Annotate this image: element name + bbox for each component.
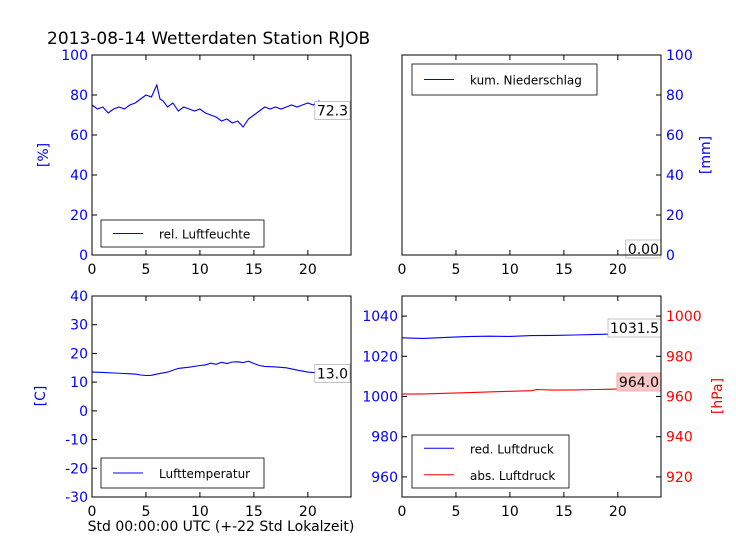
panel-bottom-left: Lufttemperatur 13.0 0 5 10 15 20 -30 -20 -10 0 10 20… — [33, 289, 352, 520]
precip-xtick-label: 0 — [398, 262, 407, 278]
legend-label: rel. Luftfeuchte — [159, 228, 250, 242]
temp-xtick-label: 15 — [245, 504, 263, 520]
precip-ytick-label: 80 — [666, 88, 684, 104]
y-axis-label: [C] — [33, 386, 49, 407]
precip-xtick-label: 20 — [609, 262, 627, 278]
temp-xtick-label: 5 — [141, 504, 150, 520]
precip-ytick-label: 100 — [666, 48, 693, 64]
pressure-left-ytick-label: 960 — [371, 470, 398, 486]
temp-ytick-label: 40 — [70, 289, 88, 305]
temp-ytick-label: 0 — [79, 404, 88, 420]
value-annotation: 72.3 — [317, 103, 348, 119]
humidity-xtick-label: 10 — [191, 262, 209, 278]
humidity-xtick-label: 0 — [88, 262, 97, 278]
humidity-xtick-label: 20 — [299, 262, 317, 278]
pressure-right-ytick-label: 920 — [666, 470, 693, 486]
pressure-right-ytick-label: 960 — [666, 390, 693, 406]
series-line-0 — [91, 83, 352, 128]
pressure-xtick-label: 10 — [501, 504, 519, 520]
pressure-right-ytick-label: 980 — [666, 349, 693, 365]
humidity-xtick-label: 15 — [245, 262, 263, 278]
temp-ytick-label: -30 — [65, 490, 88, 506]
precip-ytick-label: 60 — [666, 128, 684, 144]
legend-box — [411, 434, 570, 489]
y-axis-label: [%] — [36, 143, 52, 167]
panel-top-right: kum. Niederschlag 0.00 0 5 10 15 20 0 20 40 60 80 10… — [398, 48, 714, 278]
precip-xtick-label: 15 — [555, 262, 573, 278]
precip-xtick-label: 5 — [451, 262, 460, 278]
temp-xtick-label: 10 — [191, 504, 209, 520]
humidity-ytick-label: 20 — [70, 208, 88, 224]
x-axis-label: Std 00:00:00 UTC (+-22 Std Lokalzeit) — [88, 519, 355, 535]
precip-xtick-label: 10 — [501, 262, 519, 278]
y-axis-label: [mm] — [698, 136, 714, 174]
temp-ytick-label: -10 — [65, 433, 88, 449]
temp-ytick-label: 30 — [70, 318, 88, 334]
temp-ytick-label: 10 — [70, 375, 88, 391]
series-line-0 — [91, 360, 351, 377]
humidity-ytick-label: 40 — [70, 168, 88, 184]
panel-bottom-right: red. Luftdruck abs. Luftdruck 1031.5 964.0 0… — [362, 295, 726, 520]
humidity-xtick-label: 5 — [141, 262, 150, 278]
figure-title: 2013-08-14 Wetterdaten Station RJOB — [47, 29, 370, 49]
humidity-ytick-label: 60 — [70, 128, 88, 144]
precip-ytick-label: 40 — [666, 168, 684, 184]
legend-label: abs. Luftdruck — [470, 469, 555, 483]
temp-ytick-label: 20 — [70, 346, 88, 362]
y-axis-label: [hPa] — [710, 378, 726, 414]
precip-ytick-label: 20 — [666, 208, 684, 224]
pressure-left-ytick-label: 1020 — [362, 349, 398, 365]
temp-xtick-label: 20 — [299, 504, 317, 520]
axes-frame — [91, 54, 352, 256]
temp-xtick-label: 0 — [88, 504, 97, 520]
value-annotation-box — [314, 364, 351, 383]
value-annotation-box — [314, 101, 351, 120]
legend-label: kum. Niederschlag — [470, 74, 582, 88]
pressure-right-ytick-label: 1000 — [666, 309, 702, 325]
legend-label: Lufttemperatur — [159, 467, 250, 481]
pressure-left-ytick-label: 980 — [371, 430, 398, 446]
pressure-right-ytick-label: 940 — [666, 430, 693, 446]
panel-top-left: rel. Luftfeuchte 72.3 0 5 10 15 20 0 20 40 60 80 100… — [36, 48, 352, 278]
value-annotation: 0.00 — [628, 242, 659, 258]
axes-frame — [91, 295, 352, 498]
legend-label: red. Luftdruck — [470, 442, 554, 456]
pressure-xtick-label: 15 — [555, 504, 573, 520]
humidity-ytick-label: 80 — [70, 88, 88, 104]
temp-ytick-label: -20 — [65, 461, 88, 477]
value-annotation: 13.0 — [317, 367, 348, 383]
legend-box — [411, 63, 598, 96]
humidity-ytick-label: 100 — [61, 48, 88, 64]
humidity-ytick-label: 0 — [79, 248, 88, 264]
pressure-left-ytick-label: 1000 — [362, 390, 398, 406]
pressure-xtick-label: 0 — [398, 504, 407, 520]
value-annotation-abs-luftdruck: 964.0 — [619, 375, 659, 391]
pressure-xtick-label: 5 — [451, 504, 460, 520]
value-annotation-red-luftdruck: 1031.5 — [610, 321, 659, 337]
precip-ytick-label: 0 — [666, 248, 675, 264]
pressure-left-ytick-label: 1040 — [362, 309, 398, 325]
axes-frame — [401, 54, 662, 256]
pressure-xtick-label: 20 — [609, 504, 627, 520]
